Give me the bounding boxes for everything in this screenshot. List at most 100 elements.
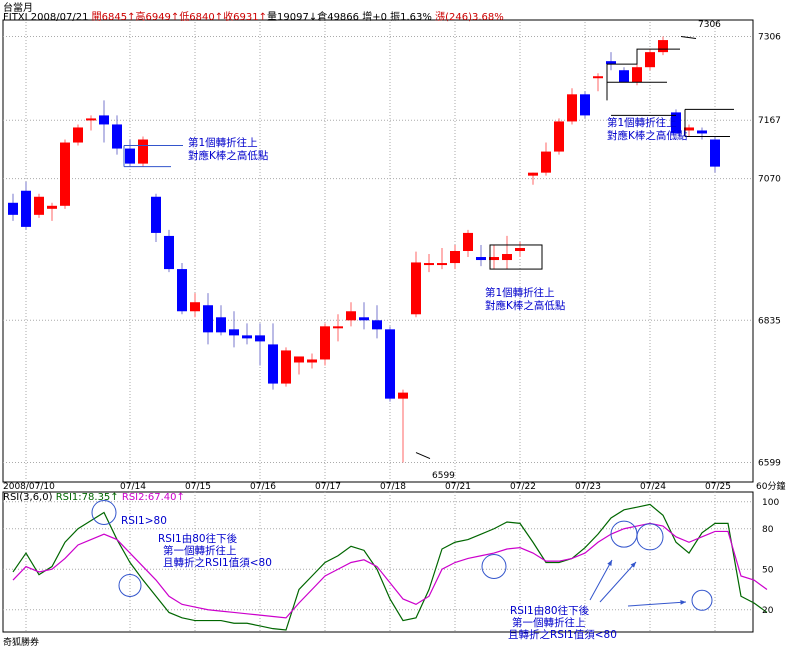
candle-body	[125, 148, 135, 164]
candle-body	[34, 196, 44, 215]
note-2-line2: 對應K棒之高低點	[485, 299, 566, 312]
candle-body	[476, 257, 486, 261]
candle	[47, 202, 57, 221]
rsi-tick-label: 80	[762, 525, 774, 535]
candle-body	[385, 329, 395, 399]
candle-body	[489, 257, 499, 261]
candle-body	[138, 139, 148, 164]
price-tick-label: 7306	[758, 32, 781, 42]
broker-label: 奇狐勝券	[3, 636, 39, 648]
rsi2-line	[12, 522, 768, 619]
rsi-circle-turn-4	[636, 523, 664, 551]
close-label: 收6931	[223, 10, 258, 23]
note-3-line2: 對應K棒之高低點	[607, 129, 688, 142]
rsi-header: RSI(3,6,0) RSI1:78.35↑ RSI2:67.40↑	[3, 492, 185, 503]
low-label: 低6840	[179, 10, 214, 23]
candle-body	[60, 142, 70, 206]
box-2	[489, 244, 543, 270]
candle	[125, 139, 135, 167]
rsi-arrow-1	[589, 559, 613, 601]
price-panel-frame	[2, 19, 754, 483]
trough-leader	[415, 452, 431, 459]
rsi-arrow-2	[599, 561, 637, 603]
rsi1-value: RSI1:78.35	[56, 492, 111, 503]
candle	[320, 323, 330, 366]
candle-body	[216, 317, 226, 333]
period-label: 60分鐘	[756, 480, 785, 492]
candle	[411, 251, 421, 318]
candle	[99, 100, 109, 143]
rsi-tick-label: 50	[762, 565, 774, 575]
axis-ticks: 6599 6835 7070 7167 7306 2008/07/10 07/14 07/15…	[3, 32, 781, 615]
candle	[528, 172, 538, 185]
candle-body	[281, 350, 291, 384]
candle	[151, 193, 161, 242]
price-tick-label: 7167	[758, 116, 781, 126]
candle	[684, 124, 694, 137]
candle-body	[320, 326, 330, 360]
candle	[372, 305, 382, 339]
rsi1-line	[12, 503, 768, 631]
date-tick-label: 07/22	[510, 482, 536, 492]
candle-body	[411, 262, 421, 315]
candle	[60, 139, 70, 209]
candle-body	[151, 196, 161, 233]
candle	[255, 323, 265, 366]
candlestick-series	[8, 36, 720, 463]
candle-body	[242, 335, 252, 339]
volume-label: 量19097	[267, 11, 309, 23]
rsi-tick-label: 100	[762, 498, 779, 508]
candle	[281, 347, 291, 387]
candle	[203, 293, 213, 345]
candle-body	[73, 127, 83, 143]
candle	[190, 293, 200, 318]
candle	[567, 88, 577, 125]
quote-header: FITXI 2008/07/21 開6845↑高6949↑低6840↑收6931…	[3, 10, 504, 23]
candle	[8, 193, 18, 221]
date-tick-label: 07/25	[705, 482, 731, 492]
candle	[242, 323, 252, 345]
price-tick-label: 6599	[758, 459, 781, 469]
candle	[502, 235, 512, 270]
rsi-note-1: RSI1>80	[121, 515, 167, 527]
candle-body	[528, 172, 538, 176]
candle-body	[541, 151, 551, 173]
candle	[21, 181, 31, 230]
rsi-note-2-line2: 第一個轉折往上	[163, 544, 237, 557]
candle-body	[346, 311, 356, 321]
candle-body	[268, 344, 278, 384]
candle	[697, 127, 707, 140]
candle-body	[190, 302, 200, 312]
candle-body	[398, 392, 408, 399]
candle	[112, 115, 122, 155]
candle-body	[372, 320, 382, 330]
date-tick-label: 07/16	[250, 482, 276, 492]
rsi-note-3-line3: 且轉折之RSI1值須<80	[508, 628, 617, 641]
candle	[268, 323, 278, 390]
candle	[450, 244, 460, 270]
trough-label: 6599	[432, 471, 455, 481]
rsi-tick-label: 20	[762, 606, 774, 616]
candle	[710, 136, 720, 173]
candle	[138, 136, 148, 167]
candle	[515, 241, 525, 258]
candle	[476, 244, 486, 267]
candle-body	[437, 263, 447, 266]
open-label: 開6845	[92, 11, 127, 23]
candle-body	[424, 263, 434, 266]
candle	[593, 73, 603, 92]
candle	[632, 64, 642, 86]
candle	[216, 305, 226, 336]
rsi-arrow-1-head	[607, 560, 612, 566]
candle-body	[463, 232, 473, 251]
candle-body	[294, 356, 304, 363]
date-tick-label: 07/21	[445, 482, 471, 492]
candle	[437, 247, 447, 270]
candle-body	[8, 202, 18, 215]
candle	[229, 311, 239, 348]
peak-label: 7306	[698, 20, 721, 30]
date-tick-label: 07/15	[185, 482, 211, 492]
candle-body	[606, 61, 616, 65]
candle-body	[112, 124, 122, 149]
